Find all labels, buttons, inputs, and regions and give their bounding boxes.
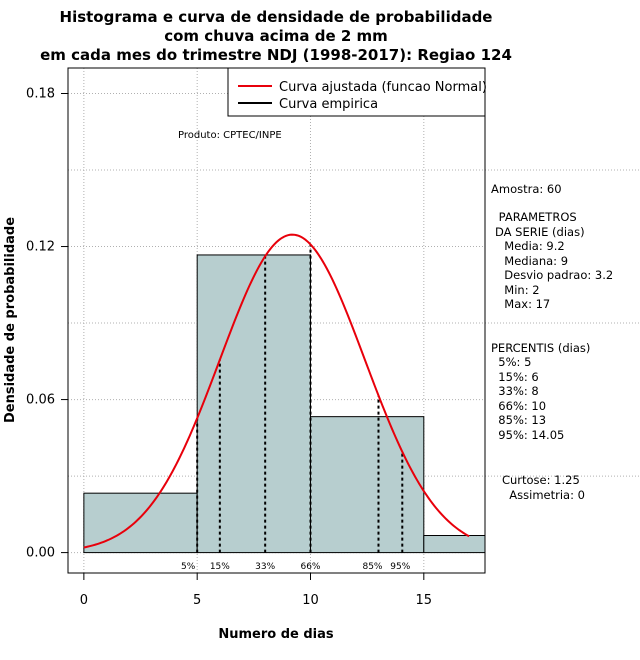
percentile-labels: 5% 15% 33% 66% 85% 95% <box>181 562 411 572</box>
histogram-bar <box>423 535 485 554</box>
legend-box <box>227 67 486 117</box>
percentile-label: 95% <box>390 562 410 572</box>
x-tick-label: 5 <box>193 593 201 608</box>
sample-size: Amostra: 60 <box>491 182 562 196</box>
y-tick-label: 0.18 <box>26 87 55 102</box>
product-annotation: Produto: CPTEC/INPE <box>178 130 282 141</box>
legend: Curva ajustada (funcao Normal) Curva emp… <box>227 67 487 117</box>
y-tick-label: 0.12 <box>26 240 55 255</box>
legend-label-normal: Curva ajustada (funcao Normal) <box>279 80 487 95</box>
legend-label-empirical: Curva empirica <box>279 97 378 112</box>
percentile-label: 5% <box>181 562 196 572</box>
chart-title-line-1: Histograma e curva de densidade de proba… <box>60 8 493 26</box>
y-axis-label: Densidade de probabilidade <box>3 217 18 423</box>
x-tick-label: 0 <box>80 593 88 608</box>
histogram-bar <box>196 254 311 554</box>
x-tick-label: 15 <box>416 593 433 608</box>
parameters-title: PARAMETROS DA SERIE (dias) <box>495 210 585 239</box>
y-tick-label: 0.00 <box>26 546 55 561</box>
histogram-bar <box>309 416 425 554</box>
percentile-label: 85% <box>362 562 382 572</box>
percentiles-title: PERCENTIS (dias) <box>491 341 591 355</box>
x-tick-label: 10 <box>302 593 319 608</box>
chart-title-line-2: com chuva acima de 2 mm <box>164 27 388 45</box>
shape-statistics: Curtose: 1.25 Assimetria: 0 <box>501 473 585 502</box>
parameters-values: Media: 9.2 Mediana: 9 Desvio padrao: 3.2… <box>504 239 614 311</box>
x-axis-label: Numero de dias <box>218 627 334 642</box>
percentile-label: 33% <box>255 562 275 572</box>
normal-curve <box>83 233 470 549</box>
x-axis: 0 5 10 15 <box>80 572 433 608</box>
chart-title-line-3: em cada mes do trimestre NDJ (1998-2017)… <box>40 46 512 64</box>
y-tick-label: 0.06 <box>26 393 55 408</box>
percentiles-values: 5%: 5 15%: 6 33%: 8 66%: 10 85%: 13 95%:… <box>498 355 565 442</box>
percentile-label: 66% <box>300 562 320 572</box>
histogram-bars <box>83 254 485 554</box>
normal-curve-line <box>83 233 470 549</box>
percentile-label: 15% <box>210 562 230 572</box>
y-axis: 0.00 0.06 0.12 0.18 <box>26 87 69 561</box>
percentile-lines <box>196 244 404 553</box>
